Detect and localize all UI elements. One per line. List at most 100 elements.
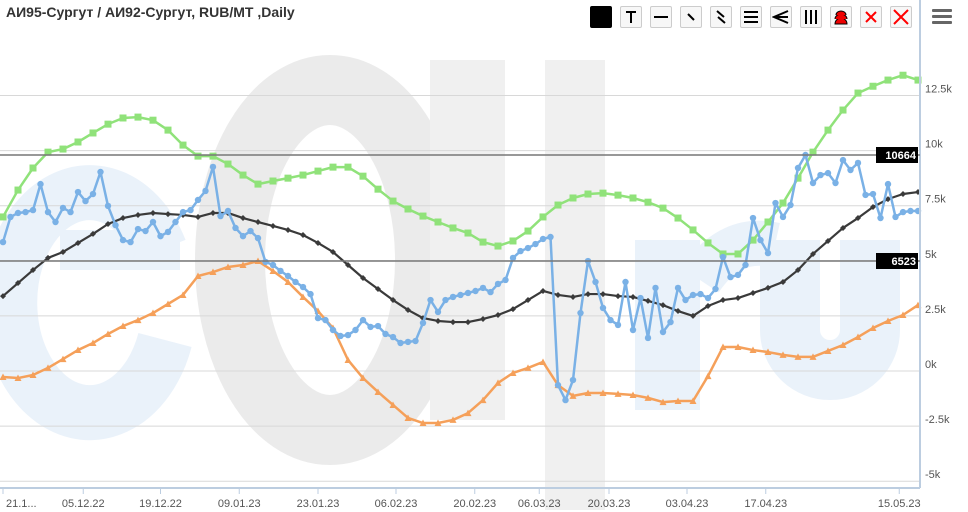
green-data-point	[194, 152, 202, 160]
green-data-point	[854, 89, 862, 97]
blue-data-point	[127, 238, 134, 246]
blue-data-point	[404, 338, 412, 346]
blue-data-point	[532, 240, 539, 248]
black-data-point	[345, 261, 351, 268]
green-data-point	[764, 218, 772, 226]
black-data-point	[600, 291, 606, 298]
green-data-point	[914, 76, 922, 84]
orange-data-point	[239, 261, 247, 268]
orange-data-point	[674, 397, 682, 404]
green-data-point	[404, 205, 412, 213]
blue-data-point	[89, 190, 97, 198]
orange-data-point	[404, 414, 412, 421]
fan-lines-button[interactable]	[770, 6, 792, 28]
blue-data-point	[809, 179, 817, 187]
orange-series-line	[2, 259, 919, 425]
arcs-button[interactable]	[830, 6, 852, 28]
black-data-point	[210, 209, 216, 216]
trend-line-button[interactable]	[680, 6, 702, 28]
green-data-point	[74, 138, 82, 146]
delete-all-button[interactable]	[890, 6, 912, 28]
black-data-point	[855, 215, 861, 222]
green-data-point	[479, 238, 487, 246]
blue-data-point	[659, 328, 667, 336]
blue-data-point	[839, 156, 847, 164]
blue-data-point	[877, 214, 884, 222]
blue-data-point	[847, 166, 854, 174]
blue-data-point	[112, 221, 119, 229]
green-data-point	[434, 218, 442, 226]
black-data-point	[360, 274, 366, 281]
blue-data-point	[179, 208, 187, 216]
black-data-point	[60, 248, 66, 255]
orange-data-point	[74, 346, 82, 354]
blue-data-point	[637, 294, 644, 302]
blue-data-point	[689, 291, 697, 299]
orange-data-point	[89, 339, 97, 347]
fibonacci-levels-button[interactable]	[740, 6, 762, 28]
black-data-point	[705, 302, 711, 309]
blue-data-point	[239, 232, 247, 240]
blue-data-point	[682, 296, 689, 304]
hamburger-menu-icon[interactable]	[932, 9, 952, 25]
black-data-point	[135, 211, 141, 218]
chart-title: АИ95-Сургут / АИ92-Сургут, RUB/MT ,Daily	[6, 4, 295, 20]
orange-data-point	[779, 351, 787, 358]
vertical-lines-button[interactable]	[800, 6, 822, 28]
blue-data-point	[479, 284, 487, 292]
green-data-point	[329, 163, 337, 171]
y-tick-label: -2.5k	[925, 414, 950, 426]
orange-data-point	[44, 364, 52, 371]
orange-data-point	[689, 397, 697, 404]
black-data-point	[585, 291, 591, 298]
parallel-channel-button[interactable]	[710, 6, 732, 28]
blue-data-point	[502, 276, 509, 284]
orange-data-point	[854, 333, 862, 341]
black-data-point	[750, 289, 756, 296]
orange-data-point	[644, 394, 652, 401]
orange-data-point	[839, 341, 847, 348]
blue-data-point	[397, 339, 404, 347]
green-data-point	[134, 113, 142, 121]
orange-data-point	[29, 371, 37, 378]
blue-data-point	[52, 218, 59, 226]
green-data-point	[794, 174, 802, 182]
series-blue	[0, 151, 922, 404]
blue-data-point	[74, 188, 82, 196]
black-data-point	[795, 267, 801, 274]
green-data-point	[644, 198, 652, 206]
orange-data-point	[884, 317, 892, 324]
green-data-point	[779, 199, 787, 207]
green-data-point	[449, 224, 457, 232]
black-data-point	[720, 297, 726, 304]
delete-selected-button[interactable]	[860, 6, 882, 28]
black-data-point	[435, 317, 441, 324]
green-data-point	[509, 237, 517, 245]
black-data-point	[840, 224, 846, 231]
blue-data-point	[82, 197, 89, 205]
black-data-point	[810, 250, 816, 257]
black-data-point	[765, 284, 771, 291]
color-swatch-button[interactable]	[590, 6, 612, 28]
green-data-point	[704, 239, 712, 247]
orange-data-point	[479, 396, 487, 404]
level-label-box	[876, 147, 918, 163]
green-data-point	[14, 186, 22, 194]
horizontal-line-button[interactable]	[650, 6, 672, 28]
x-tick-label: 17.04.23	[744, 498, 787, 510]
blue-data-point	[29, 206, 37, 214]
blue-data-point	[749, 214, 757, 222]
orange-data-point	[299, 293, 307, 300]
blue-data-point	[862, 191, 869, 199]
blue-data-point	[442, 296, 449, 304]
black-data-point	[825, 237, 831, 244]
black-data-point	[645, 297, 651, 304]
green-data-point	[374, 185, 382, 193]
black-data-point	[0, 293, 6, 300]
text-tool-button[interactable]	[620, 6, 642, 28]
orange-data-point	[749, 346, 757, 354]
blue-data-point	[217, 212, 224, 220]
blue-data-point	[734, 271, 742, 279]
orange-data-point	[569, 392, 577, 399]
blue-data-point	[337, 332, 344, 340]
